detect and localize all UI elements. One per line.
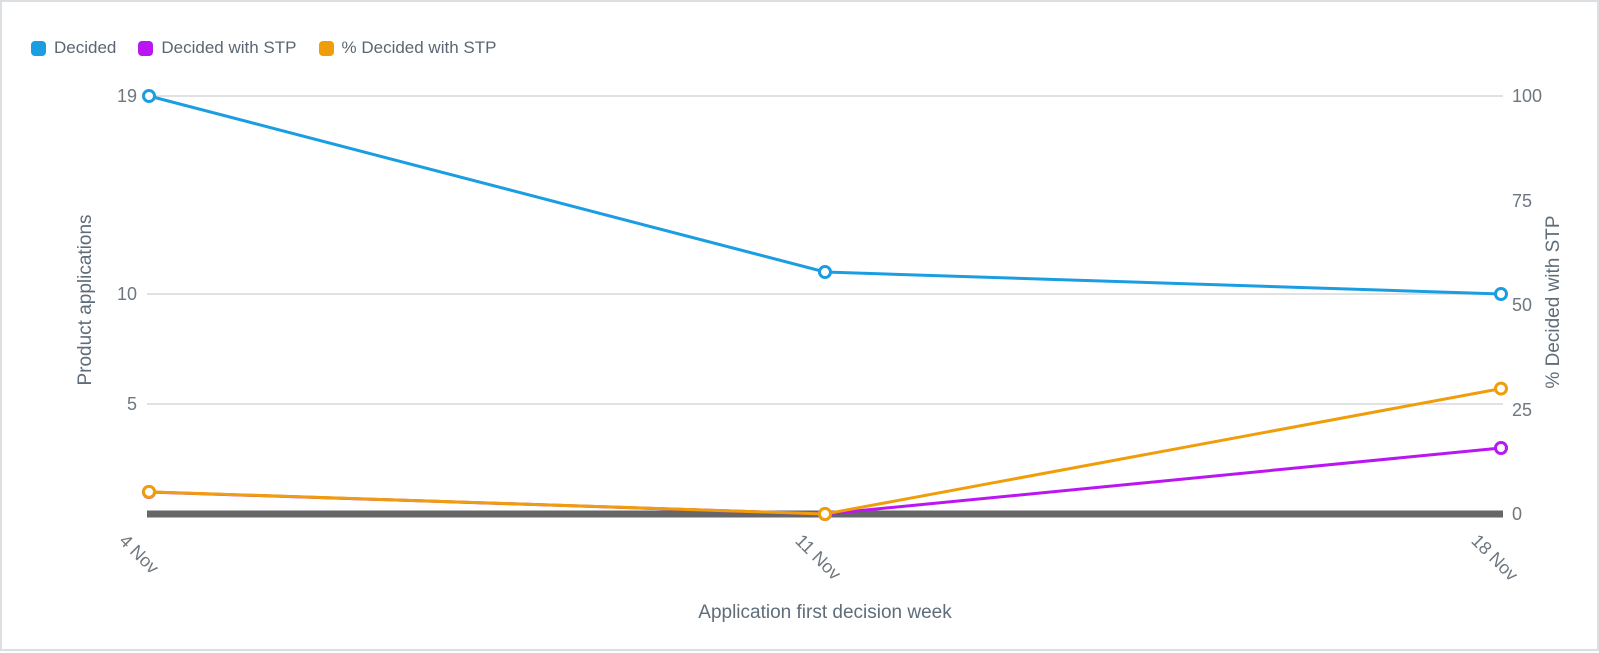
legend-label-decided: Decided xyxy=(54,38,117,57)
right-axis-ticks: 100 75 50 25 0 xyxy=(1512,2,1572,649)
left-axis-tick: 19 xyxy=(116,86,137,106)
right-axis-tick: 25 xyxy=(1512,399,1533,420)
right-axis-tick: 100 xyxy=(1512,86,1543,106)
right-axis-title: % Decided with STP xyxy=(1543,215,1564,389)
series-line-2 xyxy=(148,387,1502,516)
legend-item-pct-decided-with-stp[interactable]: % Decided with STP xyxy=(318,38,497,58)
x-axis-title: Application first decision week xyxy=(698,602,952,623)
legend-label-decided-with-stp: Decided with STP xyxy=(161,38,297,57)
right-axis-tick: 0 xyxy=(1512,504,1523,524)
legend-swatch-decided-icon xyxy=(31,40,46,56)
left-axis-tick: 5 xyxy=(126,394,137,414)
legend-label-pct-decided-with-stp: % Decided with STP xyxy=(341,38,497,57)
right-axis-tick: 50 xyxy=(1512,295,1533,315)
data-point[interactable] xyxy=(1494,441,1508,455)
data-point[interactable] xyxy=(142,484,156,499)
legend-item-decided[interactable]: Decided xyxy=(31,38,116,58)
left-axis-ticks: 19 10 5 xyxy=(2,2,137,649)
legend-swatch-pct-decided-with-stp-icon xyxy=(318,40,334,56)
series-line-0 xyxy=(148,94,1502,296)
data-point[interactable] xyxy=(818,265,832,279)
data-point[interactable] xyxy=(1494,287,1508,301)
left-axis-tick: 10 xyxy=(116,284,137,304)
right-axis-tick: 75 xyxy=(1512,190,1533,211)
chart-legend: Decided Decided with STP % Decided with … xyxy=(31,38,496,58)
legend-swatch-decided-with-stp-icon xyxy=(138,40,154,56)
legend-item-decided-with-stp[interactable]: Decided with STP xyxy=(138,38,297,58)
data-point[interactable] xyxy=(1494,381,1508,396)
left-axis-title: Product applications xyxy=(75,214,96,386)
data-point[interactable] xyxy=(142,89,156,103)
data-point[interactable] xyxy=(818,507,832,521)
series-line-1 xyxy=(148,446,1502,516)
